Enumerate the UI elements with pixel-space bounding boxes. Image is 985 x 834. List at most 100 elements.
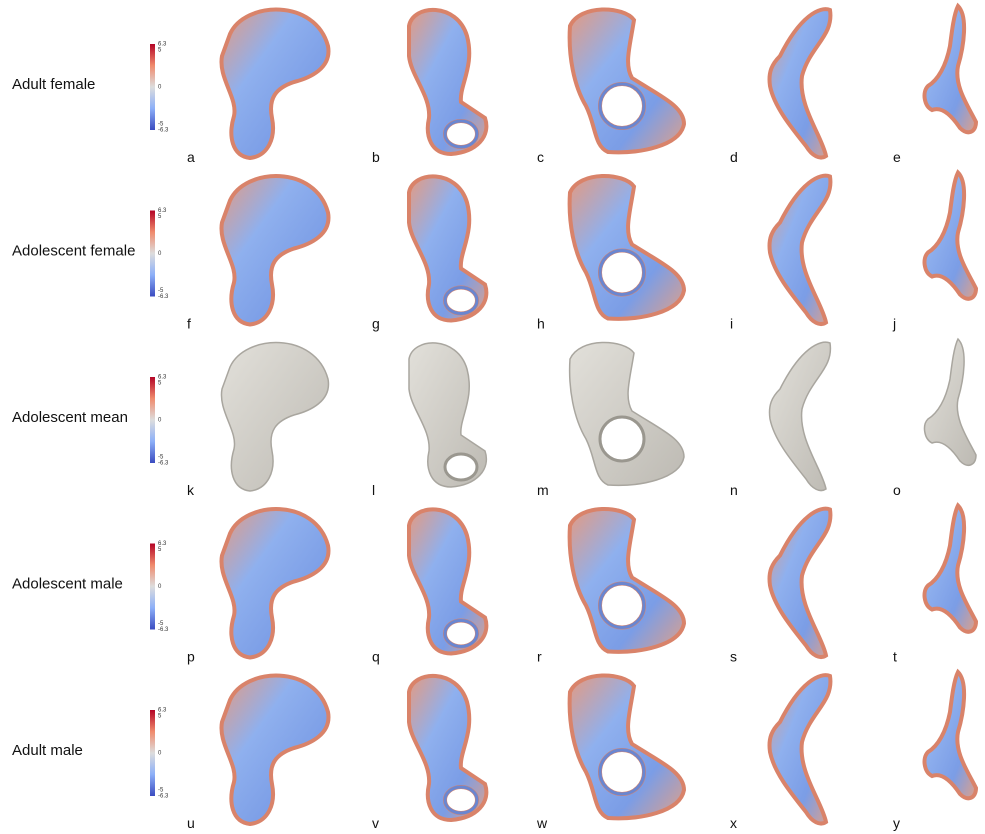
bone	[221, 676, 328, 824]
row-label: Adult female	[12, 76, 95, 93]
colorbar-tick: -6.3	[158, 128, 169, 134]
bone-rim	[445, 621, 477, 647]
colorbar-tick: 0	[158, 251, 162, 257]
bone	[925, 173, 976, 299]
panel-letter: r	[537, 649, 542, 665]
panel-letter: n	[730, 482, 738, 498]
bone-rim	[600, 584, 644, 628]
bone-view	[769, 176, 830, 324]
colorbar	[150, 544, 155, 630]
colorbar-tick: 0	[158, 584, 162, 590]
bone-view	[409, 509, 486, 653]
bone-rim	[600, 84, 644, 128]
figure: Adult female6.350-5-6.3abcdeAdolescent f…	[0, 0, 985, 834]
bone-rim	[600, 750, 644, 794]
bone-rim	[445, 288, 477, 314]
bone	[409, 676, 486, 820]
bone-view	[221, 176, 328, 324]
colorbar-tick: 0	[158, 418, 162, 424]
panel-letter: a	[187, 149, 195, 165]
panel-letter: w	[536, 815, 548, 831]
colorbar-tick: 5	[158, 214, 162, 220]
panel-letter: t	[893, 649, 897, 665]
bone	[570, 176, 684, 319]
panel-letter: u	[187, 815, 195, 831]
panel-letter: b	[372, 149, 380, 165]
bone	[925, 506, 976, 632]
bone	[570, 9, 684, 152]
colorbar	[150, 377, 155, 463]
bone	[409, 176, 486, 320]
panel-letter: q	[372, 649, 380, 665]
panel-letter: d	[730, 149, 738, 165]
bone-view	[570, 176, 684, 319]
bone-view	[409, 176, 486, 320]
panel-letter: f	[187, 316, 191, 332]
bone-view	[925, 173, 976, 299]
bone	[570, 509, 684, 652]
bone-view	[221, 509, 328, 657]
colorbar-tick: 5	[158, 48, 162, 54]
bone	[409, 509, 486, 653]
panel-letter: h	[537, 316, 545, 332]
colorbar-tick: -6.3	[158, 461, 169, 467]
panel-letter: k	[187, 482, 195, 498]
panel-letter: l	[372, 482, 375, 498]
panel-letter: m	[537, 482, 549, 498]
bone-view	[570, 509, 684, 652]
bone-rim	[600, 417, 644, 461]
bone-rim	[445, 454, 477, 480]
panel-letter: o	[893, 482, 901, 498]
bone	[221, 10, 328, 158]
panel-letter: v	[372, 815, 379, 831]
row-label: Adolescent mean	[12, 409, 128, 426]
bone	[570, 675, 684, 818]
bone	[769, 9, 830, 157]
bone-view	[221, 676, 328, 824]
bone	[221, 343, 328, 491]
panel-letter: g	[372, 316, 380, 332]
bone-view	[221, 343, 328, 491]
colorbar-tick: 0	[158, 85, 162, 91]
bone-view	[925, 6, 976, 132]
bone	[409, 343, 486, 487]
bone	[221, 509, 328, 657]
colorbar-tick: -6.3	[158, 627, 169, 633]
colorbar-tick: -6.3	[158, 794, 169, 800]
bone-view	[409, 676, 486, 820]
panel-letter: p	[187, 649, 195, 665]
bone-rim	[600, 251, 644, 295]
bone	[925, 672, 976, 798]
bone-view	[769, 342, 830, 490]
panel-letter: e	[893, 149, 901, 165]
bone	[769, 176, 830, 324]
bone	[409, 10, 486, 154]
bone	[221, 176, 328, 324]
row: Adult male6.350-5-6.3uvwxy	[12, 672, 976, 831]
colorbar	[150, 211, 155, 297]
colorbar-tick: 5	[158, 547, 162, 553]
panel-letter: y	[893, 815, 900, 831]
bone-view	[925, 339, 976, 465]
bone-view	[221, 10, 328, 158]
panel-letter: c	[537, 149, 544, 165]
bone-view	[925, 672, 976, 798]
bone-view	[409, 343, 486, 487]
bone-view	[769, 675, 830, 823]
bone-rim	[445, 121, 477, 147]
colorbar-tick: 0	[158, 751, 162, 757]
row-label: Adolescent female	[12, 242, 135, 259]
colorbar-tick: 5	[158, 381, 162, 387]
bone-view	[570, 342, 684, 485]
bone	[570, 342, 684, 485]
panel-letter: s	[730, 649, 737, 665]
colorbar-tick: 5	[158, 714, 162, 720]
row-label: Adolescent male	[12, 575, 123, 592]
bone-view	[769, 9, 830, 157]
bone-rim	[445, 787, 477, 813]
panel-letter: i	[730, 316, 733, 332]
row: Adolescent female6.350-5-6.3fghij	[12, 173, 976, 332]
panel-letter: x	[730, 815, 737, 831]
